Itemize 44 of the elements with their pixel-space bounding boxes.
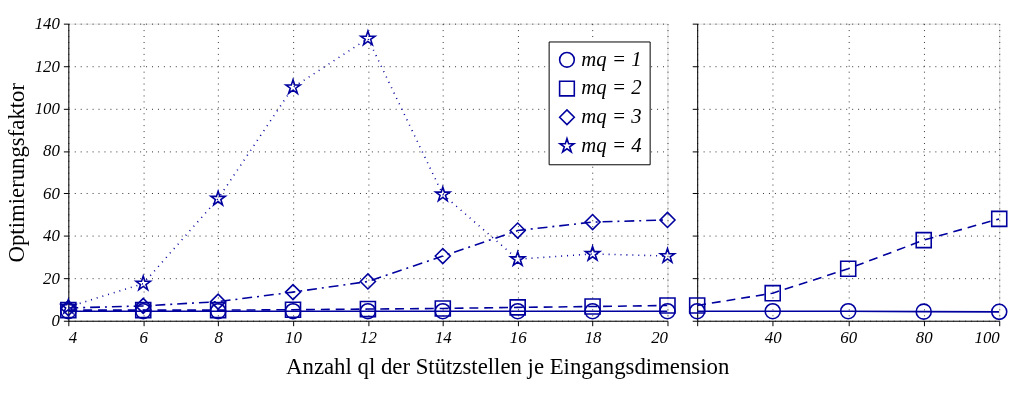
x-tick-label: 40 <box>764 328 783 348</box>
x-tick-label: 18 <box>584 328 603 348</box>
y-tick-label: 100 <box>34 98 61 118</box>
y-tick-label: 20 <box>43 268 61 288</box>
x-tick-label: 12 <box>359 328 378 348</box>
x-axis-title: Anzahl ql der Stützstellen je Eingangsdimension <box>286 353 730 379</box>
point <box>434 186 451 202</box>
point <box>359 30 376 46</box>
legend-label: mq = 1 <box>581 46 642 71</box>
y-tick-label: 140 <box>34 14 61 34</box>
x-tick-label: 20 <box>651 328 669 348</box>
point <box>135 275 152 291</box>
point <box>659 247 676 263</box>
y-tick-label: 60 <box>43 183 61 203</box>
point <box>584 298 601 315</box>
legend-label: mq = 3 <box>581 104 642 129</box>
y-tick-label: 80 <box>43 141 61 161</box>
point <box>584 213 601 231</box>
y-tick-label: 40 <box>43 226 61 246</box>
x-tick-label: 80 <box>915 328 934 348</box>
point <box>509 250 526 267</box>
legend-label: mq = 2 <box>581 75 642 100</box>
point <box>285 79 301 95</box>
y-tick-label: 0 <box>51 311 61 331</box>
point <box>509 299 526 316</box>
x-tick-label: 6 <box>139 328 149 348</box>
legend-label: mq = 4 <box>581 132 642 157</box>
point <box>659 297 676 314</box>
y-tick-label: 120 <box>34 56 61 76</box>
x-tick-label: 100 <box>974 328 1001 348</box>
point <box>210 190 227 206</box>
point <box>509 222 526 239</box>
x-tick-label: 4 <box>68 328 78 348</box>
y-axis-title: Optimierungsfaktor <box>3 82 29 263</box>
point <box>584 302 601 320</box>
point <box>284 283 302 301</box>
x-tick-label: 10 <box>285 328 303 348</box>
x-tick-label: 14 <box>434 328 453 348</box>
x-tick-label: 60 <box>840 328 858 348</box>
point <box>434 247 452 265</box>
x-tick-label: 16 <box>509 328 528 348</box>
point <box>584 245 601 261</box>
x-tick-label: 8 <box>214 328 224 348</box>
point <box>659 302 676 320</box>
